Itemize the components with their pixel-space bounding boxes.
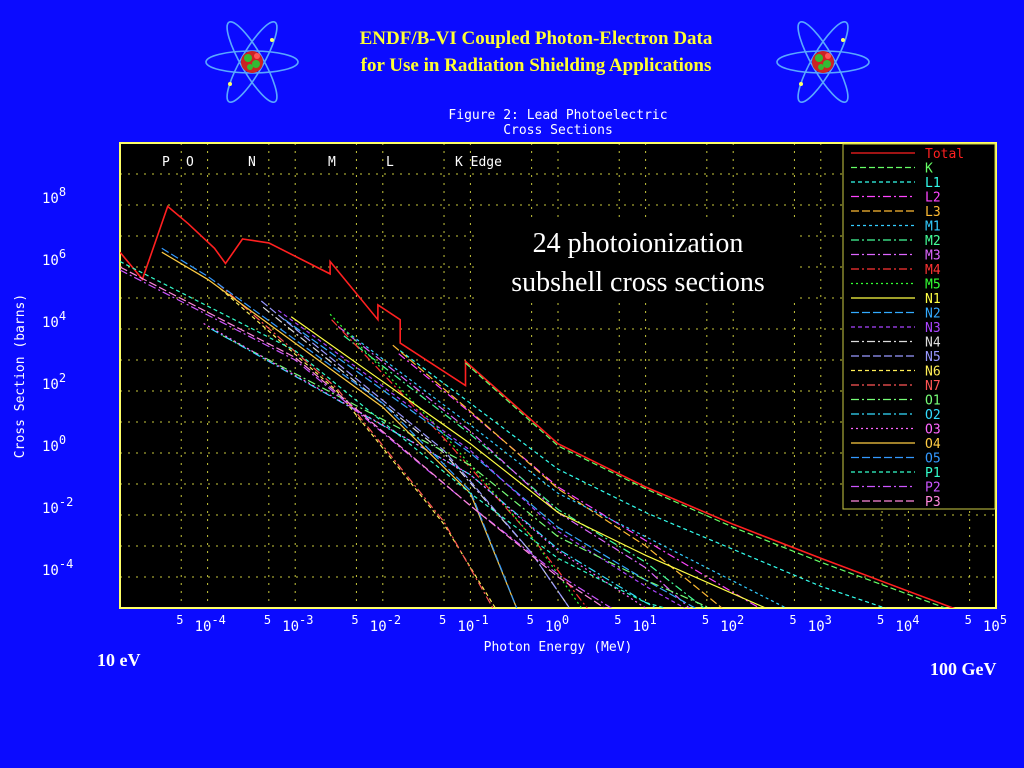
y-tick-label: 104 [42, 309, 66, 331]
chart-title-line2: Cross Sections [503, 123, 613, 138]
plot-frame [119, 142, 997, 609]
legend-label-o4: O4 [925, 437, 941, 452]
legend-label-m4: M4 [925, 263, 941, 278]
legend-label-p1: P1 [925, 466, 941, 481]
x-tick-label: 102 [720, 613, 744, 635]
y-axis-label: Cross Section (barns) [13, 294, 28, 458]
slide-title-line2: for Use in Radiation Shielding Applicati… [360, 55, 712, 76]
edge-label: O [186, 155, 194, 170]
series-line-n6 [220, 288, 497, 608]
legend-label-total: Total [925, 147, 964, 162]
atom-icon [776, 20, 870, 104]
x-tick-label: 101 [633, 613, 657, 635]
series-group [120, 205, 956, 608]
x-minor-tick-label: 5 [789, 613, 796, 627]
legend-label-n4: N4 [925, 336, 941, 351]
series-line-o1 [222, 335, 712, 608]
legend-label-n2: N2 [925, 307, 941, 322]
annotation-line2: subshell cross sections [511, 267, 765, 298]
y-tick-label: 108 [42, 185, 66, 207]
x-minor-tick-label: 5 [965, 613, 972, 627]
x-minor-tick-label: 5 [351, 613, 358, 627]
legend-label-n1: N1 [925, 292, 941, 307]
legend-label-l1: L1 [925, 176, 941, 191]
legend-label-o5: O5 [925, 452, 941, 467]
legend-label-p2: P2 [925, 481, 941, 496]
edge-label: M [328, 155, 336, 170]
x-minor-tick-label: 5 [527, 613, 534, 627]
y-tick-label: 102 [42, 371, 66, 393]
x-tick-label: 10-3 [282, 613, 313, 635]
series-line-o5 [161, 247, 518, 608]
x-axis-label: Photon Energy (MeV) [484, 640, 633, 655]
legend-label-m5: M5 [925, 278, 941, 293]
series-line-total [120, 205, 956, 608]
legend-label-m3: M3 [925, 249, 941, 264]
series-line-l1 [399, 350, 887, 608]
legend-label-n5: N5 [925, 350, 941, 365]
legend-label-n3: N3 [925, 321, 941, 336]
y-tick-label: 100 [42, 433, 66, 455]
x-minor-tick-label: 5 [176, 613, 183, 627]
x-tick-label: 10-1 [457, 613, 488, 635]
x-tick-label: 105 [983, 613, 1007, 635]
x-minor-tick-label: 5 [702, 613, 709, 627]
legend-label-k: K [925, 162, 933, 177]
x-tick-label: 10-2 [370, 613, 401, 635]
legend-label-l3: L3 [925, 205, 941, 220]
legend-label-n6: N6 [925, 365, 941, 380]
edge-label: P [162, 155, 170, 170]
annotation-bg [480, 222, 796, 302]
y-tick-label: 10-4 [42, 557, 73, 579]
legend-label-m2: M2 [925, 234, 941, 249]
x-minor-tick-label: 5 [877, 613, 884, 627]
legend-box [842, 143, 996, 510]
legend-label-o2: O2 [925, 408, 941, 423]
series-line-n5 [260, 300, 571, 608]
series-line-p1 [120, 260, 667, 608]
x-tick-label: 103 [808, 613, 832, 635]
series-line-m2 [343, 335, 706, 608]
series-line-n7 [217, 282, 494, 608]
x-tick-label: 10-4 [195, 613, 226, 635]
series-line-l3 [392, 344, 723, 608]
legend-label-m1: M1 [925, 220, 941, 235]
x-minor-tick-label: 5 [614, 613, 621, 627]
series-line-n4 [262, 306, 571, 608]
high-energy-label: 100 GeV [930, 659, 997, 679]
legend-label-n7: N7 [925, 379, 941, 394]
x-minor-tick-label: 5 [439, 613, 446, 627]
chart-title-line1: Figure 2: Lead Photoelectric [448, 108, 667, 123]
legend-label-l2: L2 [925, 191, 941, 206]
series-line-m4 [331, 319, 588, 608]
edge-label: K Edge [455, 155, 502, 170]
series-line-n1 [290, 316, 768, 608]
legend-label-p3: P3 [925, 495, 941, 510]
legend-label-o3: O3 [925, 423, 941, 438]
x-tick-label: 104 [895, 613, 919, 635]
series-line-n2 [284, 319, 697, 608]
edge-label: L [386, 155, 394, 170]
series-line-o2 [210, 328, 658, 608]
series-line-k [465, 362, 947, 608]
series-line-p2 [120, 269, 613, 608]
slide-title-line1: ENDF/B-VI Coupled Photon-Electron Data [359, 28, 713, 49]
edge-label: N [248, 155, 256, 170]
low-energy-label: 10 eV [97, 650, 141, 670]
x-tick-label: 100 [545, 613, 569, 635]
y-tick-label: 106 [42, 247, 66, 269]
annotation-line1: 24 photoionization [533, 228, 744, 259]
series-line-m1 [346, 331, 788, 608]
atom-icon [205, 20, 299, 104]
legend-label-o1: O1 [925, 394, 941, 409]
series-line-n3 [277, 309, 686, 608]
y-tick-label: 10-2 [42, 495, 73, 517]
x-minor-tick-label: 5 [264, 613, 271, 627]
slide-title: ENDF/B-VI Coupled Photon-Electron Data f… [290, 25, 782, 79]
